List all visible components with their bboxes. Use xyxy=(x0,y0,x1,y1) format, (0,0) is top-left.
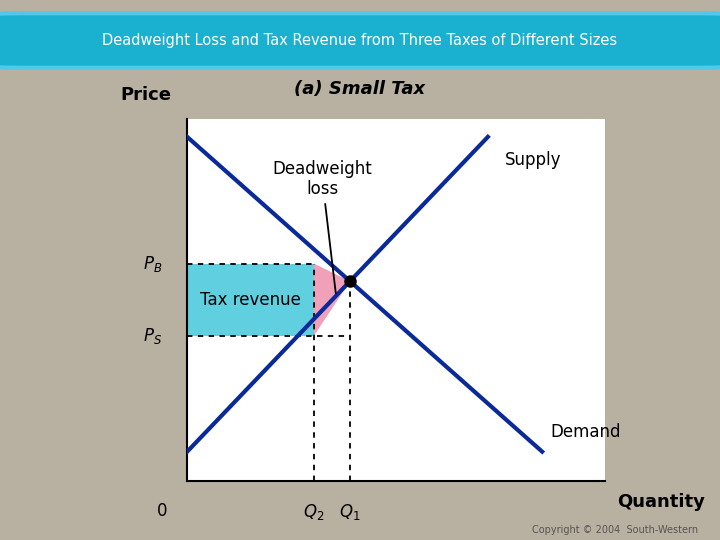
Text: Deadweight Loss and Tax Revenue from Three Taxes of Different Sizes: Deadweight Loss and Tax Revenue from Thr… xyxy=(102,33,618,48)
Text: Supply: Supply xyxy=(505,151,561,170)
Text: $Q_1$: $Q_1$ xyxy=(339,502,361,522)
Text: Tax revenue: Tax revenue xyxy=(200,291,301,309)
Text: 0: 0 xyxy=(157,502,167,521)
Text: Demand: Demand xyxy=(551,423,621,441)
Text: $Q_2$: $Q_2$ xyxy=(303,502,325,522)
Text: Copyright © 2004  South-Western: Copyright © 2004 South-Western xyxy=(532,524,698,535)
FancyBboxPatch shape xyxy=(0,14,720,68)
Text: $P_B$: $P_B$ xyxy=(143,253,162,274)
Text: Quantity: Quantity xyxy=(617,494,705,511)
Text: Deadweight
loss: Deadweight loss xyxy=(272,160,372,293)
Text: (a) Small Tax: (a) Small Tax xyxy=(294,80,426,98)
Text: Price: Price xyxy=(120,86,171,104)
Bar xyxy=(187,264,314,336)
Polygon shape xyxy=(314,264,350,336)
Text: $P_S$: $P_S$ xyxy=(143,326,162,346)
